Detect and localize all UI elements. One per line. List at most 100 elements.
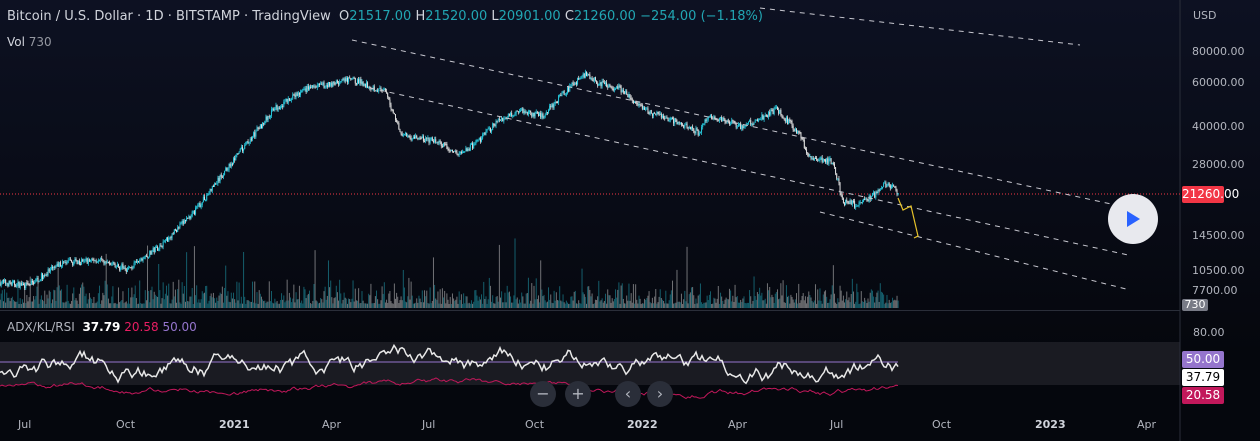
volume-bar: [723, 303, 725, 308]
candle-body: [148, 256, 150, 258]
volume-bar: [878, 301, 880, 308]
candle-body: [697, 129, 699, 136]
candle-body: [842, 198, 844, 204]
volume-bar: [123, 303, 125, 308]
candle-body: [705, 119, 707, 121]
candle-body: [279, 107, 281, 109]
candle-body: [612, 88, 614, 91]
volume-bar: [453, 298, 455, 308]
volume-bar: [825, 290, 827, 308]
candle-body: [582, 73, 584, 77]
volume-bar: [16, 301, 18, 308]
candle-body: [432, 140, 434, 142]
candle-body: [266, 116, 268, 120]
candle-body: [865, 198, 867, 200]
candle-body: [851, 200, 853, 205]
volume-bar: [558, 300, 560, 308]
candle-body: [546, 112, 548, 114]
volume-bar: [390, 301, 392, 308]
candle-body: [224, 170, 226, 176]
volume-bar: [590, 296, 592, 308]
candle-body: [763, 116, 765, 120]
volume-bar: [845, 299, 847, 308]
zoom-out-button[interactable]: −: [530, 381, 556, 407]
scroll-back-button[interactable]: ‹: [615, 381, 641, 407]
volume-bar: [28, 297, 30, 308]
volume-bar: [233, 292, 235, 308]
candle-body: [107, 262, 109, 264]
close-label: C: [564, 9, 574, 24]
volume-bar: [33, 296, 35, 308]
volume-bar: [687, 303, 689, 308]
volume-bar: [573, 291, 575, 308]
zoom-in-button[interactable]: +: [565, 381, 591, 407]
volume-bar: [130, 297, 132, 308]
volume-bar: [778, 299, 780, 308]
candle-body: [524, 111, 526, 113]
candle-body: [392, 109, 394, 114]
candle-body: [166, 237, 168, 241]
candle-body: [352, 77, 354, 79]
candle-body: [736, 126, 738, 128]
volume-bar: [320, 297, 322, 308]
scroll-forward-button[interactable]: ›: [647, 381, 673, 407]
candle-body: [219, 174, 221, 182]
volume-bar: [803, 300, 805, 308]
volume-bar: [559, 286, 561, 308]
volume-bar: [152, 299, 154, 308]
volume-bar: [360, 303, 362, 308]
candle-body: [468, 149, 470, 151]
volume-bar: [811, 300, 813, 308]
volume-bar: [666, 303, 668, 308]
candle-body: [711, 115, 713, 119]
candle-body: [596, 80, 598, 84]
volume-bar: [14, 301, 16, 308]
volume-bar: [883, 294, 885, 308]
volume-bar: [617, 289, 619, 308]
volume-bar: [230, 292, 232, 308]
volume-bar: [368, 293, 370, 308]
candle-body: [508, 114, 510, 116]
volume-bar: [663, 300, 665, 308]
volume-bar: [132, 297, 134, 308]
candle-body: [887, 183, 889, 186]
volume-bar: [513, 295, 515, 308]
volume-bar: [31, 301, 33, 308]
candle-body: [447, 148, 449, 150]
candle-body: [896, 190, 898, 195]
volume-bar: [475, 289, 477, 308]
candle-body: [24, 284, 26, 289]
volume-bar: [294, 302, 296, 308]
interval[interactable]: 1D: [145, 9, 164, 24]
candle-body: [812, 157, 814, 161]
candle-body: [378, 88, 380, 92]
volume-bar: [43, 301, 45, 308]
volume-bar: [15, 301, 17, 308]
volume-bar: [802, 293, 804, 308]
volume-bar: [227, 291, 229, 308]
candle-body: [4, 279, 6, 282]
volume-bar: [669, 294, 671, 308]
volume-bar: [445, 303, 447, 308]
candle-body: [365, 82, 367, 87]
volume-bar: [852, 291, 854, 308]
volume-bar: [692, 287, 694, 308]
volume-bar: [351, 298, 353, 308]
candle-body: [252, 136, 254, 140]
play-button[interactable]: [1108, 194, 1158, 244]
volume-bar: [186, 252, 188, 308]
candle-body: [837, 178, 839, 180]
volume-bar: [721, 296, 723, 308]
volume-bar: [334, 297, 336, 308]
volume-bar: [716, 298, 718, 308]
volume-bar: [111, 296, 113, 308]
candle-body: [58, 262, 60, 267]
candle-body: [603, 82, 605, 84]
volume-bar: [673, 303, 675, 308]
candle-body: [2, 280, 4, 282]
candle-body: [189, 216, 191, 219]
time-tick: Apr: [322, 418, 342, 431]
candle-body: [696, 128, 698, 130]
